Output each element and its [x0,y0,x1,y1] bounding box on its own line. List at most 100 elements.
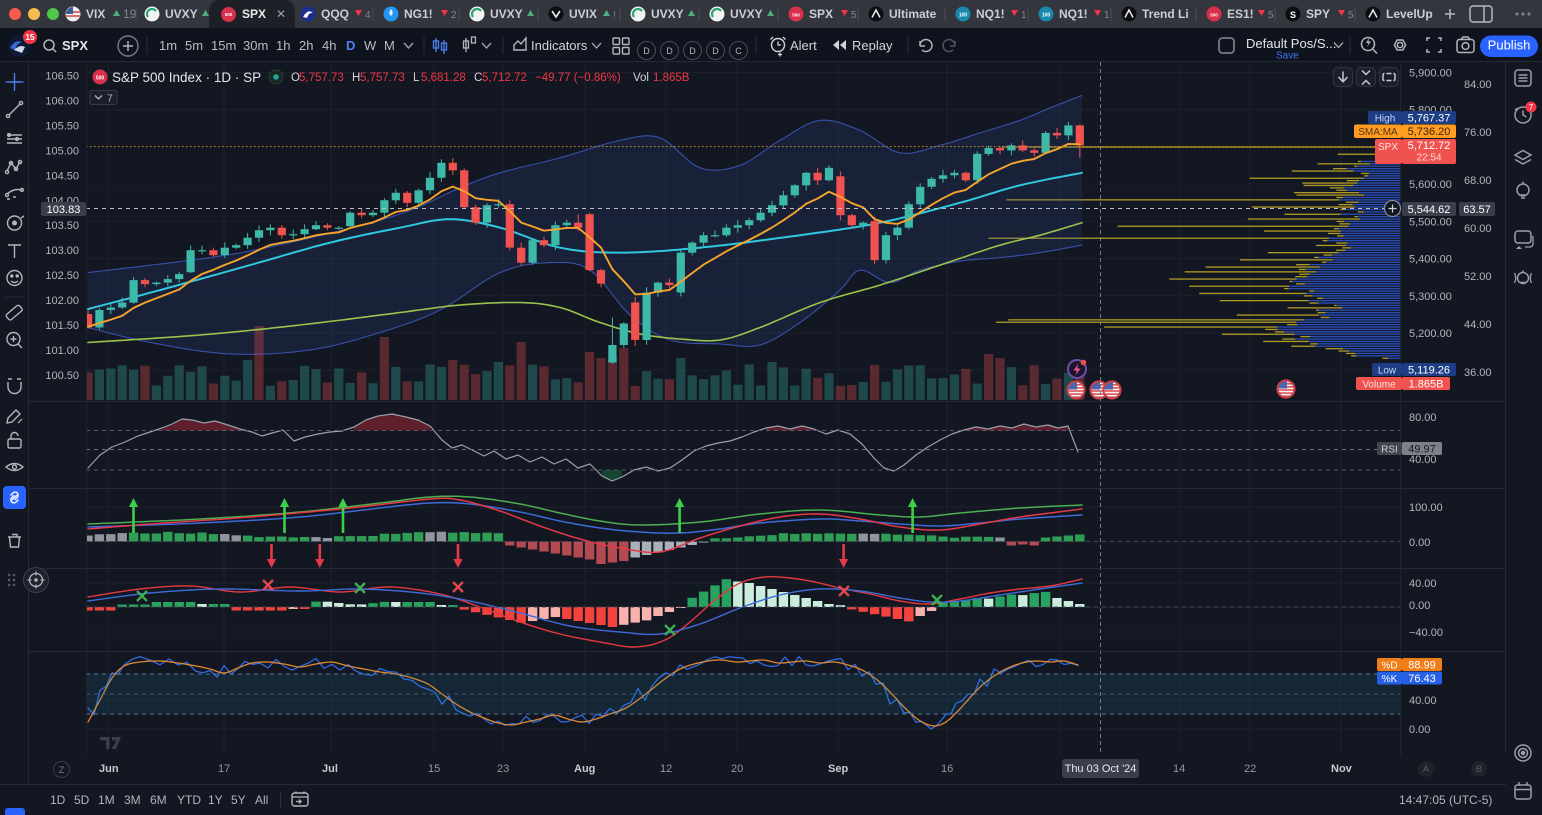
svg-text:SMA:MA: SMA:MA [1358,127,1398,138]
svg-text:W: W [364,38,377,53]
svg-text:500: 500 [792,13,800,18]
svg-text:40.00: 40.00 [1409,695,1437,707]
svg-text:500: 500 [96,76,105,82]
svg-text:105.00: 105.00 [45,145,79,157]
svg-text:7: 7 [1529,103,1534,112]
svg-text:Default Pos/S...: Default Pos/S... [1246,36,1336,51]
svg-text:5,767.37: 5,767.37 [1408,112,1451,124]
svg-text:5,500.00: 5,500.00 [1409,216,1452,228]
svg-text:5,900.00: 5,900.00 [1409,68,1452,80]
svg-text:0.00: 0.00 [1409,537,1430,549]
svg-text:High: High [1375,113,1396,124]
svg-text:1.865B: 1.865B [1409,378,1444,390]
svg-text:40.00: 40.00 [1409,578,1437,590]
svg-text:ES1!: ES1! [1227,7,1254,21]
svg-text:100: 100 [959,13,968,19]
svg-text:−49.77 (−0.86%): −49.77 (−0.86%) [535,72,621,84]
svg-text:LevelUp: LevelUp [1386,7,1433,21]
svg-text:M: M [384,38,395,53]
svg-text:100: 100 [1042,13,1051,19]
svg-text:7: 7 [107,93,113,105]
svg-text:H: H [352,72,360,84]
svg-text:Indicators: Indicators [531,38,588,53]
svg-text:S&P 500 Index · 1D · SP: S&P 500 Index · 1D · SP [112,70,261,85]
svg-text:QQQ: QQQ [321,7,349,21]
svg-text:2: 2 [451,10,457,21]
svg-text:UVXY: UVXY [490,7,523,21]
svg-text:1h: 1h [276,38,290,53]
svg-text:80.00: 80.00 [1409,412,1437,424]
svg-text:Ultimate: Ultimate [889,7,937,21]
svg-text:102.00: 102.00 [45,295,79,307]
svg-text:C: C [474,72,482,84]
svg-text:UVXY: UVXY [651,7,684,21]
svg-text:VIX: VIX [86,7,105,21]
svg-text:SPX: SPX [809,7,833,21]
svg-text:105.50: 105.50 [45,120,79,132]
svg-text:Low: Low [1378,365,1397,376]
svg-text:5,757.73: 5,757.73 [360,72,405,84]
svg-text:63.57: 63.57 [1463,204,1491,216]
svg-text:106.00: 106.00 [45,95,79,107]
svg-text:5: 5 [1268,10,1274,21]
svg-text:102.50: 102.50 [45,270,79,282]
svg-text:40.00: 40.00 [1409,454,1437,466]
svg-text:UVXY: UVXY [730,7,763,21]
svg-text:60.00: 60.00 [1464,223,1492,235]
svg-text:101.50: 101.50 [45,320,79,332]
svg-text:103.83: 103.83 [47,204,81,216]
svg-text:22:54: 22:54 [1416,153,1441,164]
svg-text:44.00: 44.00 [1464,319,1492,331]
svg-text:1: 1 [1104,10,1110,21]
svg-text:30m: 30m [243,38,268,53]
svg-text:%D: %D [1381,660,1397,671]
svg-text:104.50: 104.50 [45,170,79,182]
svg-text:2h: 2h [299,38,313,53]
svg-text:NQ1!: NQ1! [976,7,1005,21]
svg-text:5,600.00: 5,600.00 [1409,179,1452,191]
svg-text:100.00: 100.00 [1409,502,1443,514]
svg-text:4: 4 [365,10,371,21]
svg-text:5,119.26: 5,119.26 [1408,364,1450,376]
svg-text:500: 500 [1210,13,1218,18]
svg-text:5,544.62: 5,544.62 [1408,204,1451,216]
svg-text:D: D [346,38,355,53]
svg-text:5,712.72: 5,712.72 [482,72,527,84]
svg-text:106.50: 106.50 [45,71,79,83]
svg-text:19: 19 [123,7,137,21]
svg-text:SPX: SPX [1378,142,1398,153]
svg-text:SPX: SPX [62,38,88,53]
svg-text:UVXY: UVXY [165,7,198,21]
svg-text:Save: Save [1276,51,1299,62]
svg-text:76.00: 76.00 [1464,127,1492,139]
svg-text:1m: 1m [159,38,177,53]
svg-text:5,757.73: 5,757.73 [299,72,344,84]
svg-text:Replay: Replay [852,38,893,53]
svg-text:5m: 5m [185,38,203,53]
svg-text:5,300.00: 5,300.00 [1409,291,1452,303]
svg-text:O: O [291,72,300,84]
svg-text:5,712.72: 5,712.72 [1408,140,1451,152]
svg-text:L: L [413,72,420,84]
svg-text:15: 15 [26,33,35,42]
svg-text:4h: 4h [322,38,336,53]
svg-text:101.00: 101.00 [45,345,79,357]
svg-text:UVIX: UVIX [569,7,597,21]
svg-text:5,736.20: 5,736.20 [1408,126,1451,138]
svg-text:SPY: SPY [1306,7,1330,21]
svg-text:84.00: 84.00 [1464,79,1492,91]
svg-text:NG1!: NG1! [404,7,433,21]
svg-text:RSI: RSI [1381,444,1398,455]
svg-text:103.00: 103.00 [45,245,79,257]
svg-text:5,400.00: 5,400.00 [1409,254,1452,266]
svg-text:76.43: 76.43 [1408,673,1436,685]
svg-text:5: 5 [851,10,857,21]
svg-text:%K: %K [1382,674,1398,685]
svg-text:88.99: 88.99 [1408,659,1436,671]
svg-text:1.865B: 1.865B [653,72,690,84]
svg-text:100.50: 100.50 [45,370,79,382]
svg-text:52.00: 52.00 [1464,271,1492,283]
svg-text:1: 1 [1021,10,1027,21]
svg-text:5,200.00: 5,200.00 [1409,328,1452,340]
svg-text:Alert: Alert [790,38,817,53]
